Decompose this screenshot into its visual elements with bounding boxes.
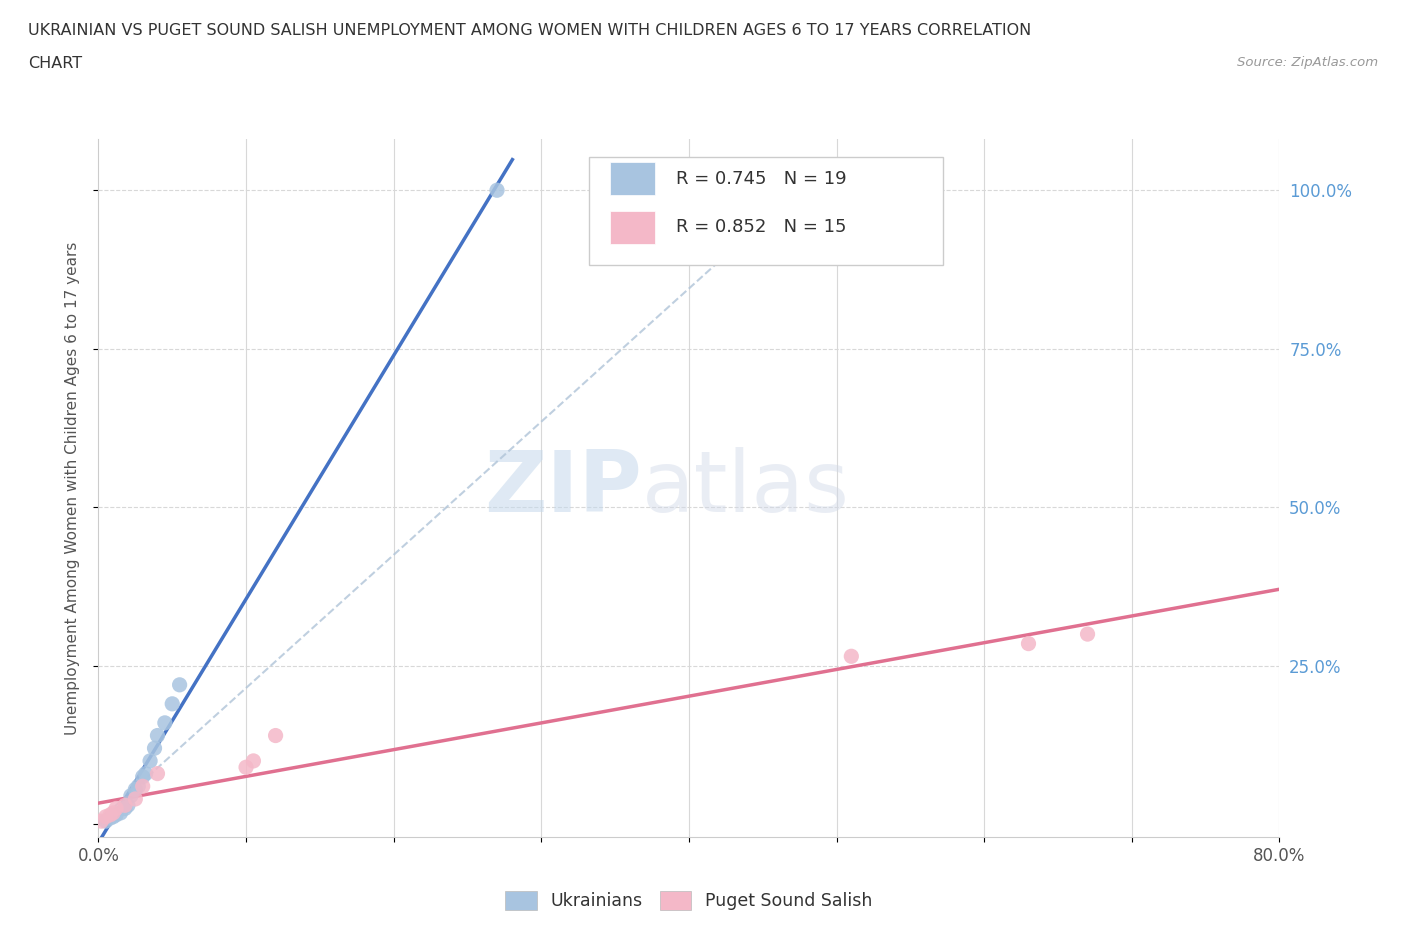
- Point: [143, 741, 166, 756]
- Point: [1077, 627, 1099, 642]
- Point: [242, 753, 264, 768]
- Text: UKRAINIAN VS PUGET SOUND SALISH UNEMPLOYMENT AMONG WOMEN WITH CHILDREN AGES 6 TO: UKRAINIAN VS PUGET SOUND SALISH UNEMPLOY…: [28, 23, 1032, 38]
- Text: ZIP: ZIP: [484, 446, 641, 530]
- Text: R = 0.852   N = 15: R = 0.852 N = 15: [676, 219, 846, 236]
- Point: [169, 677, 191, 692]
- Point: [146, 728, 169, 743]
- Point: [162, 697, 183, 711]
- Point: [117, 798, 139, 813]
- Point: [114, 801, 136, 816]
- Point: [235, 760, 257, 775]
- Point: [124, 791, 146, 806]
- Point: [127, 778, 149, 793]
- Text: Source: ZipAtlas.com: Source: ZipAtlas.com: [1237, 56, 1378, 69]
- FancyBboxPatch shape: [610, 211, 655, 245]
- Legend: Ukrainians, Puget Sound Salish: Ukrainians, Puget Sound Salish: [498, 884, 880, 917]
- Point: [132, 778, 155, 793]
- Text: R = 0.745   N = 19: R = 0.745 N = 19: [676, 169, 846, 188]
- Y-axis label: Unemployment Among Women with Children Ages 6 to 17 years: Unemployment Among Women with Children A…: [65, 242, 80, 735]
- Point: [486, 183, 509, 198]
- Point: [105, 807, 128, 822]
- Point: [124, 782, 146, 797]
- Point: [98, 811, 121, 826]
- Text: CHART: CHART: [28, 56, 82, 71]
- Point: [120, 789, 142, 804]
- Point: [139, 753, 162, 768]
- Point: [153, 715, 176, 730]
- Point: [94, 814, 117, 829]
- Point: [114, 798, 136, 813]
- FancyBboxPatch shape: [610, 162, 655, 195]
- Point: [103, 809, 125, 824]
- Point: [135, 766, 157, 781]
- Point: [264, 728, 287, 743]
- Point: [110, 805, 132, 820]
- Point: [1017, 636, 1039, 651]
- Point: [146, 766, 169, 781]
- Point: [98, 807, 121, 822]
- Point: [841, 649, 863, 664]
- FancyBboxPatch shape: [589, 157, 943, 265]
- Point: [103, 805, 125, 820]
- Text: atlas: atlas: [641, 446, 849, 530]
- Point: [132, 769, 155, 784]
- Point: [94, 809, 117, 824]
- Point: [90, 814, 112, 829]
- Point: [105, 801, 128, 816]
